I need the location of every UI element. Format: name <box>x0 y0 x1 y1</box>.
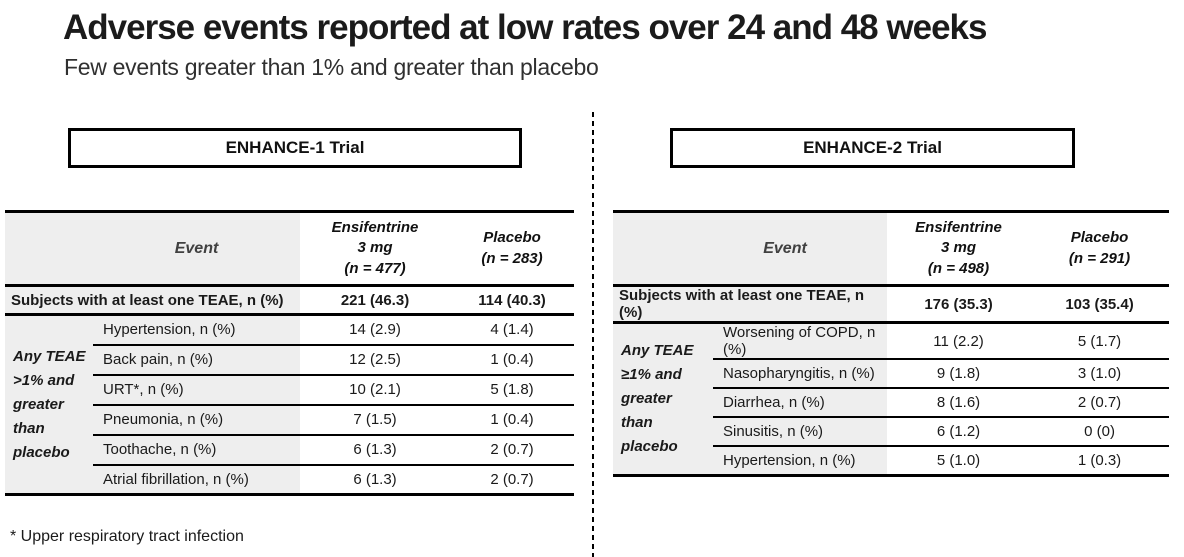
teae-label-cell: Subjects with at least one TEAE, n (%) <box>613 285 888 324</box>
placebo-value-cell: 1 (0.4) <box>450 343 575 375</box>
header-row: Event Ensifentrine 3 mg (n = 477) Placeb… <box>5 211 575 287</box>
event-name-cell: Worsening of COPD, n (%) <box>713 322 888 359</box>
ensifentrine-value-cell: 7 (1.5) <box>300 403 451 435</box>
ensifentrine-value-cell: 6 (1.3) <box>300 433 451 465</box>
ensifentrine-value-cell: 8 (1.6) <box>887 387 1031 417</box>
teae-summary-row: Subjects with at least one TEAE, n (%) 1… <box>613 285 1170 324</box>
placebo-value-cell: 2 (0.7) <box>450 433 575 465</box>
placebo-column-header: Placebo (n = 283) <box>450 211 575 287</box>
table-row: Nasopharyngitis, n (%) 9 (1.8) 3 (1.0) <box>613 358 1170 388</box>
placebo-column-header: Placebo (n = 291) <box>1030 211 1170 287</box>
placebo-value-cell: 2 (0.7) <box>1030 387 1170 417</box>
table-row: Atrial fibrillation, n (%) 6 (1.3) 2 (0.… <box>5 463 575 495</box>
ensifentrine-value-cell: 9 (1.8) <box>887 358 1031 388</box>
teae-label-cell: Subjects with at least one TEAE, n (%) <box>5 285 301 316</box>
event-column-header: Event <box>613 211 888 287</box>
trial-box-enhance1: ENHANCE-1 Trial <box>68 128 522 168</box>
event-name-cell: Hypertension, n (%) <box>93 314 301 345</box>
ensifentrine-value-cell: 12 (2.5) <box>300 343 451 375</box>
event-name-cell: Atrial fibrillation, n (%) <box>93 463 301 495</box>
event-name-cell: Hypertension, n (%) <box>713 445 888 475</box>
placebo-value-cell: 1 (0.4) <box>450 403 575 435</box>
table-row: URT*, n (%) 10 (2.1) 5 (1.8) <box>5 373 575 405</box>
page-title: Adverse events reported at low rates ove… <box>63 8 987 47</box>
event-name-cell: Sinusitis, n (%) <box>713 416 888 446</box>
placebo-value-cell: 4 (1.4) <box>490 321 534 339</box>
event-name-cell: Diarrhea, n (%) <box>713 387 888 417</box>
ensifentrine-value-cell: 6 (1.3) <box>300 463 451 495</box>
ensifentrine-column-header: Ensifentrine 3 mg (n = 477) <box>300 211 451 287</box>
event-name-cell: Nasopharyngitis, n (%) <box>713 358 888 388</box>
event-name-cell: URT*, n (%) <box>93 373 301 405</box>
placebo-value-cell: 3 (1.0) <box>1030 358 1170 388</box>
teae-placebo-value: 114 (40.3) <box>450 285 575 316</box>
group-label-text: Any TEAE >1% and greater than placebo <box>13 347 86 461</box>
event-column-header: Event <box>5 211 301 287</box>
placebo-column-header-text: Placebo (n = 283) <box>481 229 543 267</box>
ensifentrine-column-header-text: Ensifentrine 3 mg (n = 498) <box>915 219 1002 277</box>
placebo-value-cell: 1 (0.3) <box>1030 445 1170 475</box>
event-name-cell: Back pain, n (%) <box>93 343 301 375</box>
ensifentrine-value-cell: 6 (1.2) <box>887 416 1031 446</box>
header-row: Event Ensifentrine 3 mg (n = 498) Placeb… <box>613 211 1170 287</box>
trial-title-enhance1: ENHANCE-1 Trial <box>225 138 365 157</box>
table-row: Diarrhea, n (%) 8 (1.6) 2 (0.7) <box>613 387 1170 417</box>
ensifentrine-value-cell: 5 (1.0) <box>887 445 1031 475</box>
group-label-cell: Any TEAE >1% and greater than placebo <box>5 314 93 495</box>
ensifentrine-value-cell: 14 (2.9) <box>349 321 401 339</box>
table-row: Toothache, n (%) 6 (1.3) 2 (0.7) <box>5 433 575 465</box>
placebo-value-cell: 5 (1.8) <box>450 373 575 405</box>
adverse-events-table-enhance2: Event Ensifentrine 3 mg (n = 498) Placeb… <box>613 210 1170 477</box>
ensifentrine-value-cell: 11 (2.2) <box>933 332 984 350</box>
placebo-value-cell: 2 (0.7) <box>450 463 575 495</box>
placebo-value-cell: 5 (1.7) <box>1077 332 1122 350</box>
trial-box-enhance2: ENHANCE-2 Trial <box>670 128 1075 168</box>
teae-placebo-value: 103 (35.4) <box>1030 285 1170 324</box>
event-name-cell: Toothache, n (%) <box>93 433 301 465</box>
teae-ensifentrine-value: 176 (35.3) <box>887 285 1031 324</box>
table-row: Any TEAE ≥1% and greater than placebo Wo… <box>613 322 1169 475</box>
ensifentrine-column-header-text: Ensifentrine 3 mg (n = 477) <box>331 219 419 277</box>
page-subtitle: Few events greater than 1% and greater t… <box>64 54 599 80</box>
teae-ensifentrine-value: 221 (46.3) <box>300 285 451 316</box>
event-name-cell: Pneumonia, n (%) <box>93 403 301 435</box>
table-row: Hypertension, n (%) 5 (1.0) 1 (0.3) <box>613 445 1170 475</box>
placebo-column-header-text: Placebo (n = 291) <box>1068 229 1131 267</box>
trial-title-enhance2: ENHANCE-2 Trial <box>803 138 942 157</box>
placebo-value-cell: 0 (0) <box>1030 416 1170 446</box>
ensifentrine-value-cell: 10 (2.1) <box>300 373 451 405</box>
table-row: Pneumonia, n (%) 7 (1.5) 1 (0.4) <box>5 403 575 435</box>
table-row: Sinusitis, n (%) 6 (1.2) 0 (0) <box>613 416 1170 446</box>
table-row: Back pain, n (%) 12 (2.5) 1 (0.4) <box>5 343 575 375</box>
group-label-cell: Any TEAE ≥1% and greater than placebo <box>613 322 713 475</box>
vertical-dashed-divider <box>592 112 594 557</box>
teae-summary-row: Subjects with at least one TEAE, n (%) 2… <box>5 285 575 316</box>
table-row: Any TEAE >1% and greater than placebo Hy… <box>5 314 574 495</box>
adverse-events-table-enhance1: Event Ensifentrine 3 mg (n = 477) Placeb… <box>5 210 575 496</box>
group-label-text: Any TEAE ≥1% and greater than placebo <box>621 341 694 455</box>
footnote: * Upper respiratory tract infection <box>10 528 244 545</box>
ensifentrine-column-header: Ensifentrine 3 mg (n = 498) <box>887 211 1031 287</box>
